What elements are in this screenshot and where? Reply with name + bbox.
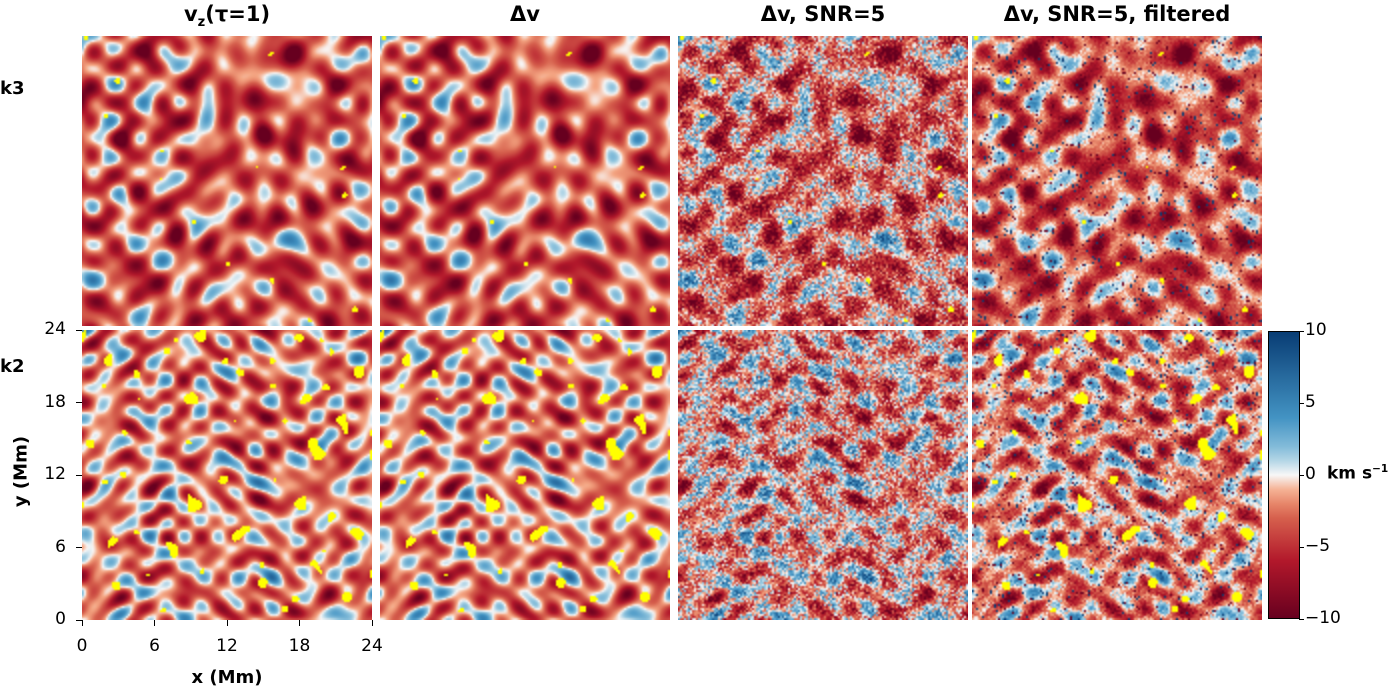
x-tick-label: 0 (76, 636, 88, 656)
colorbar (1268, 331, 1300, 619)
x-tick-label: 12 (216, 636, 238, 656)
heatmap-canvas (380, 330, 670, 620)
colorbar-tick (1299, 546, 1304, 548)
x-tick-label: 6 (149, 636, 160, 656)
x-axis-label: x (Mm) (191, 667, 263, 688)
heatmap-canvas (380, 36, 670, 326)
y-tick (76, 619, 82, 621)
y-tick-label: 6 (55, 536, 66, 557)
row-label-k2: k2 (0, 356, 25, 377)
column-title-1: vz(τ=1) (183, 2, 271, 31)
colorbar-tick-label: 5 (1305, 392, 1316, 412)
x-tick (81, 620, 83, 626)
colorbar-tick (1299, 618, 1304, 620)
colorbar-tick-label: 0 (1305, 464, 1316, 484)
heatmap-canvas (82, 330, 372, 620)
row-label-k3: k3 (0, 78, 25, 99)
heatmap-panel-k2-dv-snr5-filtered (972, 330, 1262, 620)
colorbar-tick (1299, 474, 1304, 476)
x-tick (154, 620, 155, 626)
x-tick (299, 620, 300, 626)
y-tick-label: 0 (55, 609, 66, 629)
heatmap-panel-k3-dv (380, 36, 670, 326)
x-tick (226, 620, 228, 626)
heatmap-canvas (678, 36, 968, 326)
colorbar-tick-label: −10 (1305, 608, 1341, 628)
x-tick-label: 18 (288, 636, 311, 656)
colorbar-tick (1299, 402, 1304, 404)
heatmap-canvas (678, 330, 968, 620)
colorbar-tick-label: −5 (1305, 536, 1331, 556)
x-tick (371, 620, 373, 626)
heatmap-canvas (972, 330, 1262, 620)
column-title-2: Δv (510, 2, 540, 26)
y-tick (76, 402, 82, 403)
heatmap-panel-k3-dv-snr5 (678, 36, 968, 326)
heatmap-panel-k3-vz (82, 36, 372, 326)
colorbar-tick (1299, 330, 1304, 332)
heatmap-panel-k2-dv (380, 330, 670, 620)
y-tick-label: 12 (44, 464, 66, 484)
column-title-4: Δv, SNR=5, filtered (1003, 2, 1231, 26)
heatmap-canvas (82, 36, 372, 326)
y-axis-label: y (Mm) (10, 435, 32, 508)
heatmap-canvas (972, 36, 1262, 326)
x-tick-label: 24 (361, 636, 383, 656)
heatmap-panel-k2-vz (82, 330, 372, 620)
heatmap-panel-k2-dv-snr5 (678, 330, 968, 620)
colorbar-tick-label: 10 (1305, 320, 1327, 340)
heatmap-panel-k3-dv-snr5-filtered (972, 36, 1262, 326)
y-tick (76, 329, 82, 331)
column-title-3: Δv, SNR=5 (760, 2, 886, 26)
y-tick-label: 18 (44, 391, 66, 412)
y-tick (76, 474, 82, 476)
y-tick (76, 547, 82, 548)
colorbar-unit: km s−1 (1327, 463, 1389, 484)
y-tick-label: 24 (44, 319, 66, 339)
